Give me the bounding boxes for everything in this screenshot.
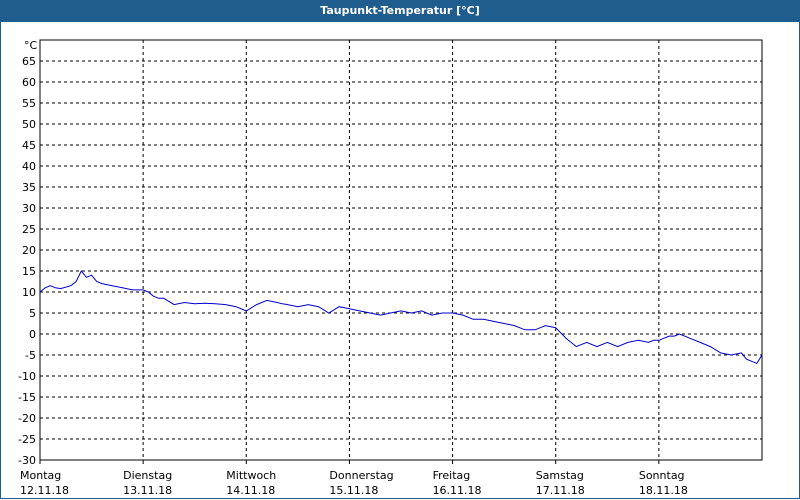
chart-title: Taupunkt-Temperatur [°C] bbox=[0, 0, 800, 22]
x-tick-date-label: 15.11.18 bbox=[329, 484, 378, 497]
x-tick-day-label: Dienstag bbox=[123, 469, 172, 482]
y-tick-label: 5 bbox=[29, 307, 36, 320]
x-tick-day-label: Samstag bbox=[536, 469, 584, 482]
x-tick-day-label: Sonntag bbox=[639, 469, 685, 482]
y-tick-label: 50 bbox=[22, 118, 36, 131]
x-tick-date-label: 16.11.18 bbox=[433, 484, 482, 497]
x-tick-date-label: 17.11.18 bbox=[536, 484, 585, 497]
series-line bbox=[39, 270, 763, 365]
y-tick-label: -5 bbox=[25, 349, 36, 362]
y-tick-label: 10 bbox=[22, 286, 36, 299]
y-tick-label: -30 bbox=[18, 454, 36, 467]
y-axis: °C 65605550454035302520151050-5-10-15-20… bbox=[18, 39, 37, 467]
y-tick-label: 45 bbox=[22, 139, 36, 152]
y-tick-label: -10 bbox=[18, 370, 36, 383]
x-tick-date-label: 18.11.18 bbox=[639, 484, 688, 497]
x-tick-day-label: Donnerstag bbox=[329, 469, 393, 482]
y-tick-label: 55 bbox=[22, 97, 36, 110]
y-tick-label: 60 bbox=[22, 76, 36, 89]
x-axis: Montag 12.11.18 Dienstag 13.11.18 Mittwoch 14… bbox=[20, 460, 688, 497]
y-tick-label: 0 bbox=[29, 328, 36, 341]
x-tick-date-label: 13.11.18 bbox=[123, 484, 172, 497]
y-tick-label: -25 bbox=[18, 433, 36, 446]
y-tick-label: 20 bbox=[22, 244, 36, 257]
y-tick-label: 65 bbox=[22, 55, 36, 68]
y-tick-label: 30 bbox=[22, 202, 36, 215]
y-tick-label: 35 bbox=[22, 181, 36, 194]
grid-lines bbox=[40, 40, 762, 460]
y-tick-label: 40 bbox=[22, 160, 36, 173]
y-axis-unit-label: °C bbox=[24, 39, 38, 52]
x-tick-day-label: Freitag bbox=[433, 469, 471, 482]
x-tick-date-label: 14.11.18 bbox=[226, 484, 275, 497]
series-group bbox=[39, 270, 763, 365]
x-tick-date-label: 12.11.18 bbox=[20, 484, 69, 497]
x-tick-day-label: Mittwoch bbox=[226, 469, 276, 482]
y-tick-label: -20 bbox=[18, 412, 36, 425]
x-tick-day-label: Montag bbox=[20, 469, 61, 482]
y-tick-label: -15 bbox=[18, 391, 36, 404]
y-tick-label: 15 bbox=[22, 265, 36, 278]
y-tick-label: 25 bbox=[22, 223, 36, 236]
